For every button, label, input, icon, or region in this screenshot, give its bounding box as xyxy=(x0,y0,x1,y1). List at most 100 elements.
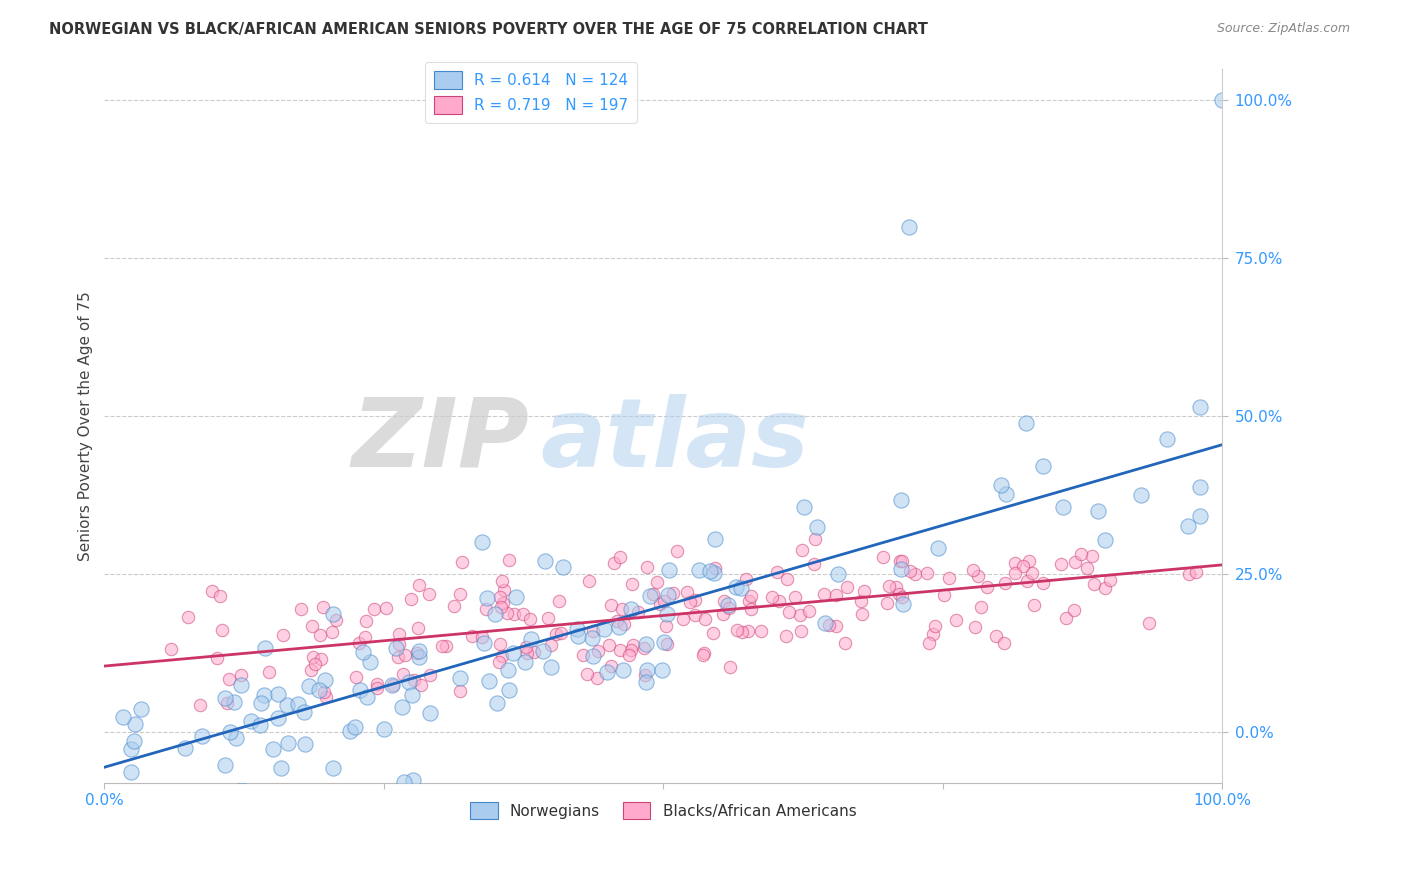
Point xyxy=(657,637,679,651)
Point xyxy=(540,638,562,652)
Point xyxy=(814,615,837,630)
Point xyxy=(578,574,600,589)
Point xyxy=(122,734,145,748)
Point xyxy=(498,553,520,567)
Point xyxy=(515,640,537,654)
Point xyxy=(793,500,815,515)
Point xyxy=(613,617,636,632)
Point xyxy=(250,697,273,711)
Point xyxy=(253,688,276,702)
Point xyxy=(486,696,509,710)
Point xyxy=(218,672,240,686)
Point xyxy=(718,601,741,615)
Point xyxy=(356,614,378,628)
Point xyxy=(544,627,567,641)
Point xyxy=(626,605,648,619)
Point xyxy=(596,665,619,679)
Point xyxy=(606,614,628,628)
Point xyxy=(308,682,330,697)
Point xyxy=(1081,549,1104,563)
Point xyxy=(232,784,254,798)
Point xyxy=(581,631,603,645)
Point xyxy=(1188,509,1211,524)
Point xyxy=(1076,561,1098,575)
Point xyxy=(419,706,441,721)
Point xyxy=(267,711,290,725)
Point xyxy=(634,675,657,690)
Point xyxy=(359,656,381,670)
Point xyxy=(191,729,214,743)
Point xyxy=(322,761,344,775)
Point xyxy=(347,636,370,650)
Point xyxy=(309,628,332,642)
Point xyxy=(298,679,321,693)
Point xyxy=(612,663,634,677)
Point xyxy=(205,651,228,665)
Point xyxy=(1188,401,1211,415)
Point xyxy=(222,695,245,709)
Point xyxy=(271,628,294,642)
Point xyxy=(492,596,515,610)
Point xyxy=(1031,575,1053,590)
Point xyxy=(120,742,142,756)
Point xyxy=(520,632,543,646)
Point xyxy=(872,549,894,564)
Point xyxy=(676,584,699,599)
Point xyxy=(790,543,813,558)
Point xyxy=(449,684,471,698)
Point xyxy=(790,624,813,638)
Point xyxy=(837,580,859,594)
Point xyxy=(658,563,681,577)
Point xyxy=(1018,553,1040,567)
Point xyxy=(789,607,811,622)
Point xyxy=(173,741,195,756)
Point xyxy=(344,670,367,684)
Point xyxy=(489,590,512,604)
Point xyxy=(927,541,949,556)
Point xyxy=(740,602,762,616)
Point xyxy=(915,566,938,580)
Point xyxy=(276,698,298,712)
Point xyxy=(1156,433,1178,447)
Point xyxy=(724,580,747,594)
Text: atlas: atlas xyxy=(540,393,810,486)
Text: ZIP: ZIP xyxy=(352,393,529,486)
Point xyxy=(491,599,513,614)
Point xyxy=(394,775,416,789)
Point xyxy=(475,591,498,605)
Point xyxy=(1021,566,1043,580)
Point xyxy=(531,644,554,658)
Point xyxy=(761,590,783,604)
Point xyxy=(302,650,325,665)
Point xyxy=(402,772,425,787)
Point xyxy=(609,642,631,657)
Point xyxy=(804,532,827,546)
Point xyxy=(249,814,271,828)
Point xyxy=(270,761,292,775)
Point xyxy=(638,589,661,603)
Point xyxy=(962,563,984,577)
Point xyxy=(1129,488,1152,502)
Point xyxy=(405,646,427,660)
Point xyxy=(408,578,430,592)
Point xyxy=(408,650,430,665)
Point xyxy=(818,618,841,632)
Point xyxy=(177,610,200,624)
Point xyxy=(201,583,224,598)
Point xyxy=(267,687,290,701)
Point xyxy=(617,648,640,662)
Point xyxy=(889,553,911,567)
Point xyxy=(408,644,430,658)
Point xyxy=(582,648,605,663)
Point xyxy=(938,571,960,585)
Point xyxy=(890,590,912,604)
Point xyxy=(932,588,955,602)
Point xyxy=(970,599,993,614)
Point xyxy=(876,596,898,610)
Point xyxy=(488,655,510,669)
Point xyxy=(685,608,707,623)
Point xyxy=(373,722,395,736)
Point xyxy=(565,622,588,636)
Point xyxy=(304,657,326,671)
Point xyxy=(621,638,644,652)
